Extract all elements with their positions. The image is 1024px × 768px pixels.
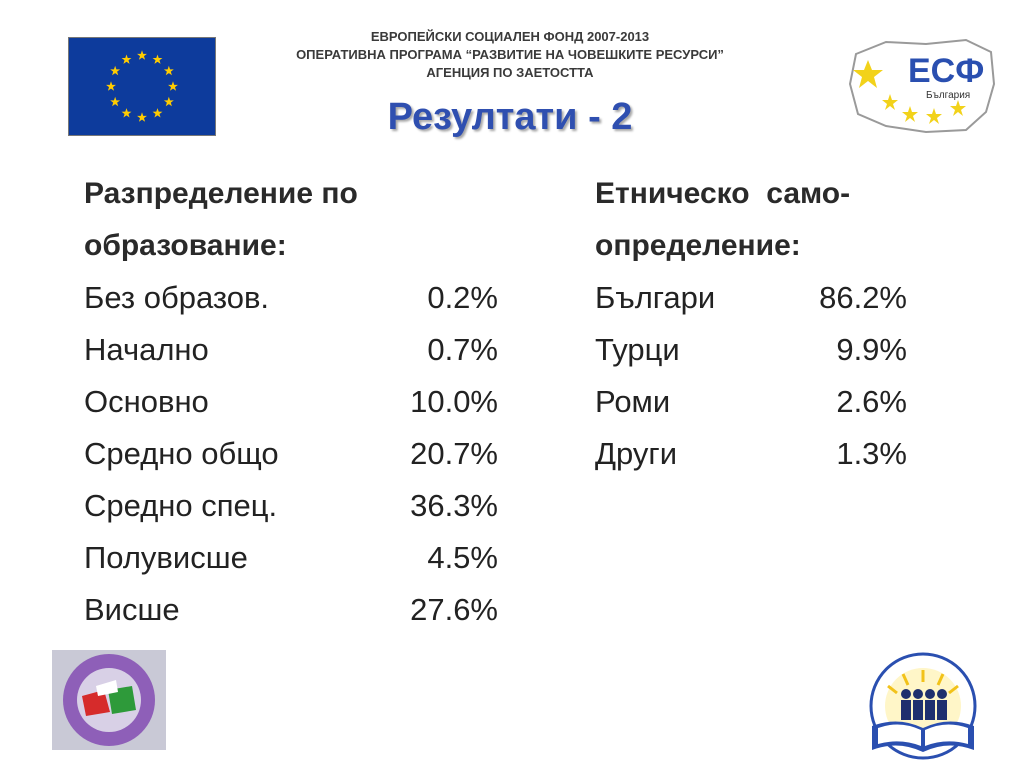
ethnicity-row: Други 1.3% <box>595 428 907 480</box>
education-row: Основно 10.0% <box>84 376 498 428</box>
esf-logo-text: ЕСФ <box>908 52 984 90</box>
ethnicity-label: Турци <box>595 332 680 367</box>
eu-star-icon <box>106 81 116 91</box>
eu-flag-icon <box>68 37 216 136</box>
education-value: 0.2% <box>427 280 498 315</box>
education-row: Висше 27.6% <box>84 584 498 636</box>
eu-star-icon <box>121 108 132 118</box>
eu-star-icon <box>168 81 178 91</box>
ethnicity-value: 9.9% <box>836 332 907 367</box>
education-value: 4.5% <box>427 540 498 575</box>
eu-star-icon <box>152 54 163 64</box>
esf-logo-subtext: България <box>926 90 970 101</box>
education-value: 36.3% <box>410 488 498 523</box>
ethnicity-value: 86.2% <box>819 280 907 315</box>
ethnicity-label: Роми <box>595 384 671 419</box>
ethnicity-value: 1.3% <box>836 436 907 471</box>
header-line-2: ОПЕРАТИВНА ПРОГРАМА “РАЗВИТИЕ НА ЧОВЕШКИ… <box>296 47 724 62</box>
education-label: Без образов. <box>84 280 270 315</box>
ethnicity-heading-line-2: определение: <box>595 229 801 262</box>
education-label: Основно <box>84 384 209 419</box>
ethnicity-value: 2.6% <box>836 384 907 419</box>
eu-star-icon <box>152 108 163 118</box>
slide-title: Резултати - 2 <box>387 96 633 138</box>
eu-star-icon <box>121 54 132 64</box>
education-value: 10.0% <box>410 384 498 419</box>
eu-stars <box>106 50 178 122</box>
header-line-1: ЕВРОПЕЙСКИ СОЦИАЛЕН ФОНД 2007-2013 <box>370 29 650 44</box>
eu-star-icon <box>137 50 147 60</box>
education-heading-line-1: Разпределение по <box>84 177 358 210</box>
education-distribution: Разпределение по образование: Без образо… <box>84 168 504 636</box>
education-label: Средно спец. <box>84 488 278 523</box>
education-label: Средно общо <box>84 436 279 471</box>
esf-logo-icon: ЕСФ България <box>846 34 998 136</box>
eu-star-icon <box>163 96 174 107</box>
header-line-3: АГЕНЦИЯ ПО ЗАЕТОСТТА <box>426 65 594 80</box>
ethnicity-row: Роми 2.6% <box>595 376 907 428</box>
ethnicity-heading-line-1: Етническо само- <box>595 177 851 210</box>
education-row: Без образов. 0.2% <box>84 272 498 324</box>
education-value: 20.7% <box>410 436 498 471</box>
education-value: 0.7% <box>427 332 498 367</box>
eu-star-icon <box>110 65 121 76</box>
education-row: Средно общо 20.7% <box>84 428 498 480</box>
eu-star-icon <box>163 65 174 76</box>
ethnicity-row: Българи 86.2% <box>595 272 907 324</box>
ethnicity-label: Българи <box>595 280 716 315</box>
education-heading-line-2: образование: <box>84 229 287 262</box>
ethnicity-row: Турци 9.9% <box>595 324 907 376</box>
education-row: Полувисше 4.5% <box>84 532 498 584</box>
book-people-logo-icon <box>848 652 998 760</box>
education-label: Висше <box>84 592 180 627</box>
education-row: Средно спец. 36.3% <box>84 480 498 532</box>
education-label: Полувисше <box>84 540 248 575</box>
education-label: Начално <box>84 332 209 367</box>
ethnic-self-identification: Етническо само- определение: Българи 86.… <box>595 168 915 480</box>
eu-star-icon <box>137 112 147 122</box>
education-value: 27.6% <box>410 592 498 627</box>
program-header: ЕВРОПЕЙСКИ СОЦИАЛЕН ФОНД 2007-2013 ОПЕРА… <box>250 28 770 82</box>
ethnicity-label: Други <box>595 436 678 471</box>
education-row: Начално 0.7% <box>84 324 498 376</box>
eu-star-icon <box>110 96 121 107</box>
union-logo-icon <box>52 650 166 750</box>
